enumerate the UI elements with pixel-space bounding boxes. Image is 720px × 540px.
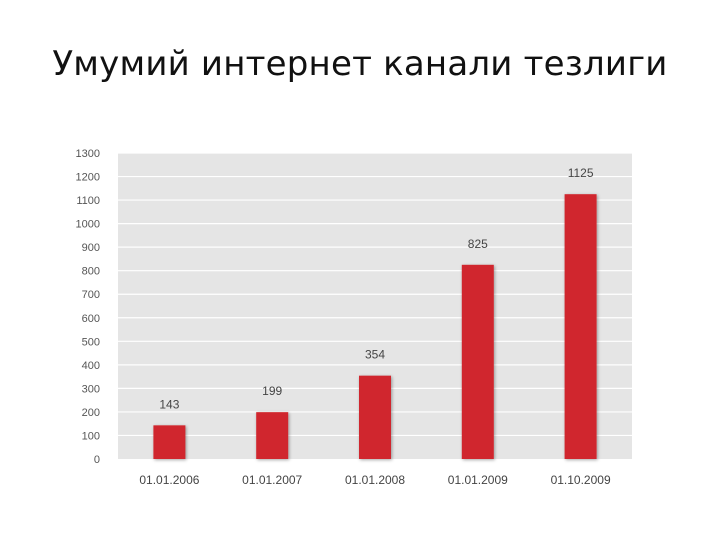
bar: [359, 375, 391, 459]
y-axis-ticks: 0 100 200 300 400 500 600 700 800 900 1000 1100 1200…: [76, 148, 100, 466]
slide-title: Умумий интернет канали тезлиги: [52, 44, 668, 84]
x-tick-label: 01.01.2006: [139, 473, 199, 487]
bar: [153, 425, 186, 459]
x-axis-labels: 01.01.2006 01.01.2007 01.01.2008 01.01.2009…: [139, 473, 611, 487]
y-tick-label: 800: [82, 266, 100, 278]
x-tick-label: 01.01.2009: [448, 473, 508, 487]
bars: 143 199 354 825 1125: [153, 166, 597, 459]
y-tick-label: 1100: [76, 195, 100, 207]
x-tick-label: 01.01.2008: [345, 473, 405, 487]
data-label: 825: [468, 237, 488, 251]
y-tick-label: 400: [82, 360, 100, 372]
y-tick-label: 300: [82, 383, 100, 395]
y-tick-label: 0: [94, 454, 100, 466]
data-label: 1125: [568, 166, 594, 180]
y-tick-label: 100: [82, 430, 100, 442]
y-tick-label: 700: [82, 289, 100, 301]
data-label: 354: [365, 348, 385, 362]
y-tick-label: 600: [82, 313, 100, 325]
y-tick-label: 200: [82, 407, 100, 419]
y-tick-label: 900: [82, 242, 100, 254]
y-tick-label: 1000: [76, 219, 100, 231]
data-label: 199: [262, 384, 282, 398]
gridlines: [118, 152, 632, 437]
x-tick-label: 01.10.2009: [551, 473, 611, 487]
bar: [256, 412, 289, 459]
x-tick-label: 01.01.2007: [242, 473, 302, 487]
y-tick-label: 500: [82, 336, 100, 348]
bar: [564, 194, 597, 459]
bar: [461, 264, 494, 459]
y-tick-label: 1300: [76, 148, 100, 160]
data-label: 143: [159, 397, 179, 411]
y-tick-label: 1200: [76, 172, 100, 184]
